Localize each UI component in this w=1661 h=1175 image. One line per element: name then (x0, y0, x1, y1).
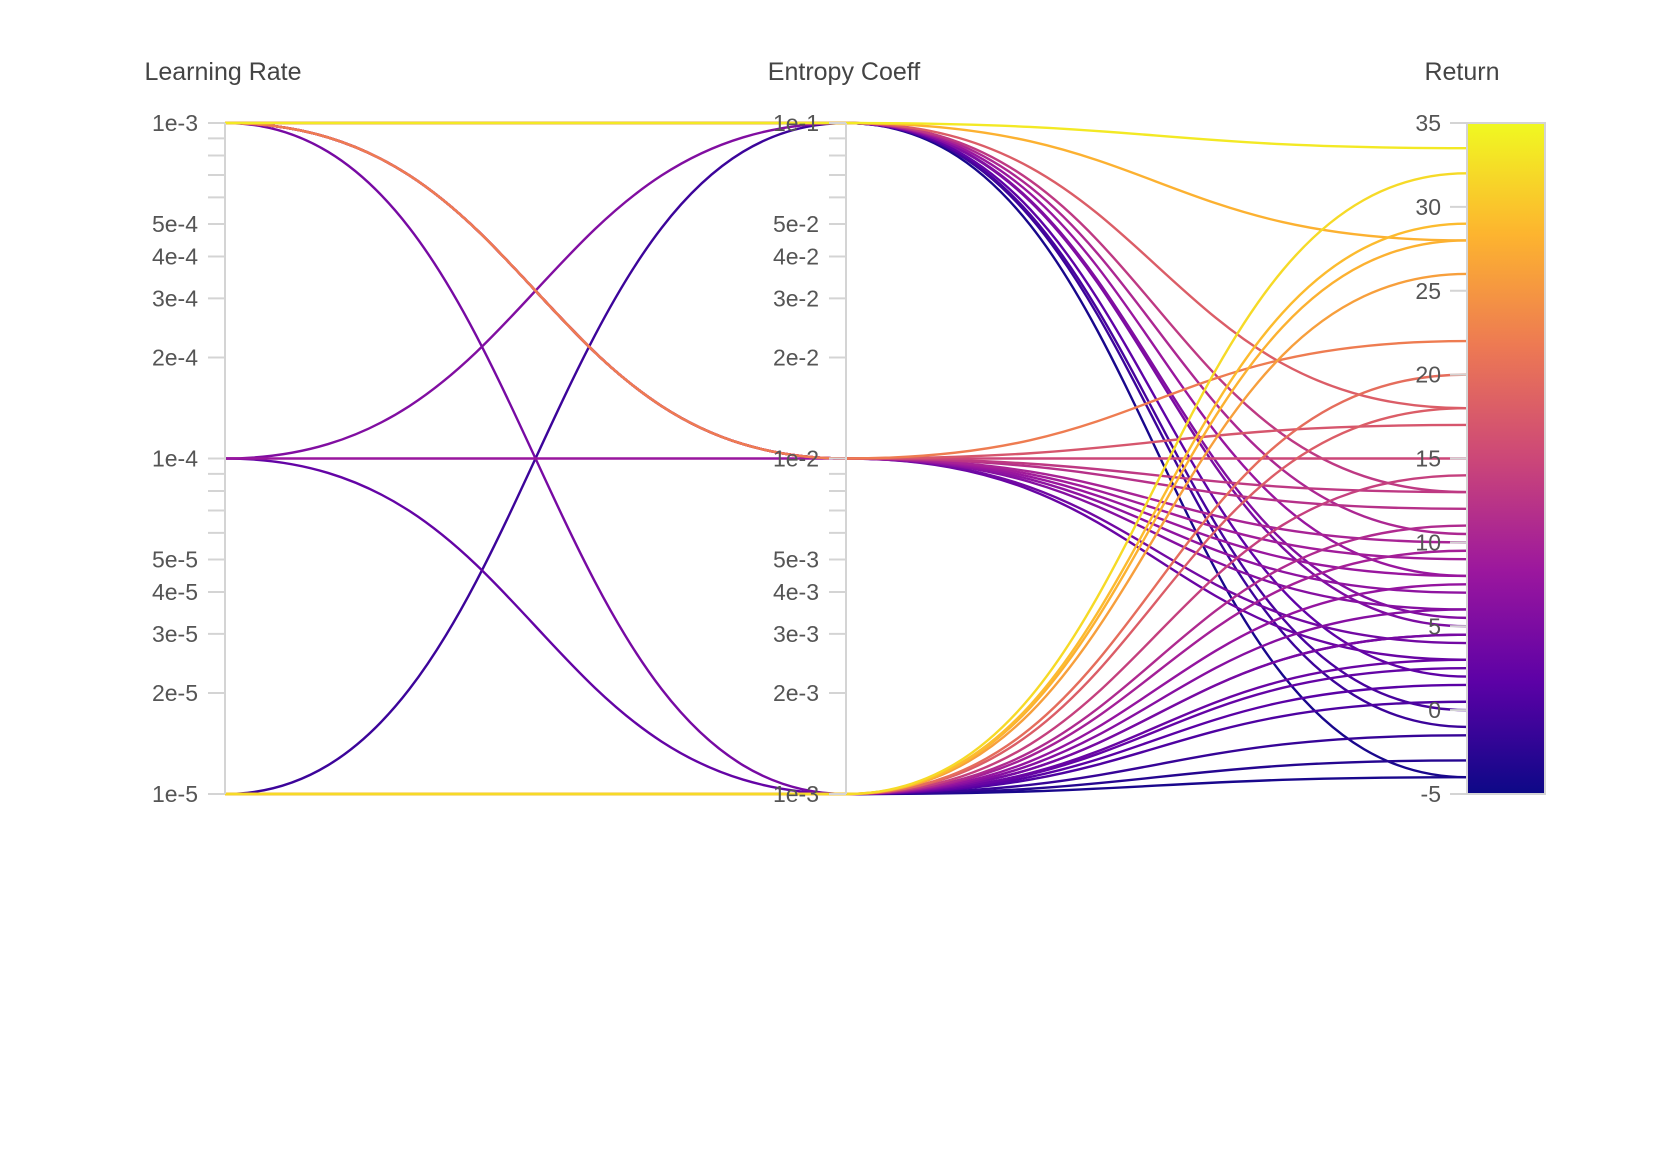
tick-label-ent: 1e-2 (773, 446, 819, 472)
tick-label-ret: -5 (1421, 781, 1441, 807)
tick-label-ent: 5e-3 (773, 546, 819, 572)
tick-label-lr: 1e-3 (152, 110, 198, 136)
tick-label-ret: 20 (1415, 362, 1441, 388)
tick-label-ret: 30 (1415, 194, 1441, 220)
tick-label-ent: 2e-2 (773, 345, 819, 371)
axis-title-ret: Return (1424, 58, 1499, 86)
tick-label-ent: 2e-3 (773, 680, 819, 706)
tick-label-ent: 3e-3 (773, 621, 819, 647)
tick-label-ent: 4e-2 (773, 244, 819, 270)
run-line (225, 172, 1468, 796)
tick-label-lr: 1e-5 (152, 781, 198, 807)
tick-label-ret: 10 (1415, 529, 1441, 555)
tick-label-ret: 25 (1415, 278, 1441, 304)
tick-label-ent: 4e-3 (773, 579, 819, 605)
return-colorbar (1466, 122, 1546, 795)
tick-label-lr: 2e-4 (152, 345, 198, 371)
tick-label-ent: 1e-1 (773, 110, 819, 136)
tick-label-ent: 3e-2 (773, 285, 819, 311)
tick-label-lr: 5e-5 (152, 546, 198, 572)
tick-label-lr: 5e-4 (152, 211, 198, 237)
tick-label-lr: 3e-5 (152, 621, 198, 647)
tick-label-ret: 15 (1415, 446, 1441, 472)
tick-label-ret: 35 (1415, 110, 1441, 136)
tick-label-ent: 5e-2 (773, 211, 819, 237)
tick-label-lr: 1e-4 (152, 446, 198, 472)
tick-label-ent: 1e-3 (773, 781, 819, 807)
axis-title-lr: Learning Rate (144, 58, 301, 86)
axis-labels: 1e-3 5e-4 4e-4 3e-4 2e-4 1e-4 5e-5 4e-5 3e-5 2e-5… (144, 58, 1499, 807)
tick-label-lr: 4e-5 (152, 579, 198, 605)
tick-label-lr: 3e-4 (152, 285, 198, 311)
tick-label-lr: 4e-4 (152, 244, 198, 270)
tick-label-lr: 2e-5 (152, 680, 198, 706)
tick-label-ret: 0 (1428, 697, 1441, 723)
tick-label-ret: 5 (1428, 613, 1441, 639)
axis-title-ent: Entropy Coeff (768, 58, 920, 86)
